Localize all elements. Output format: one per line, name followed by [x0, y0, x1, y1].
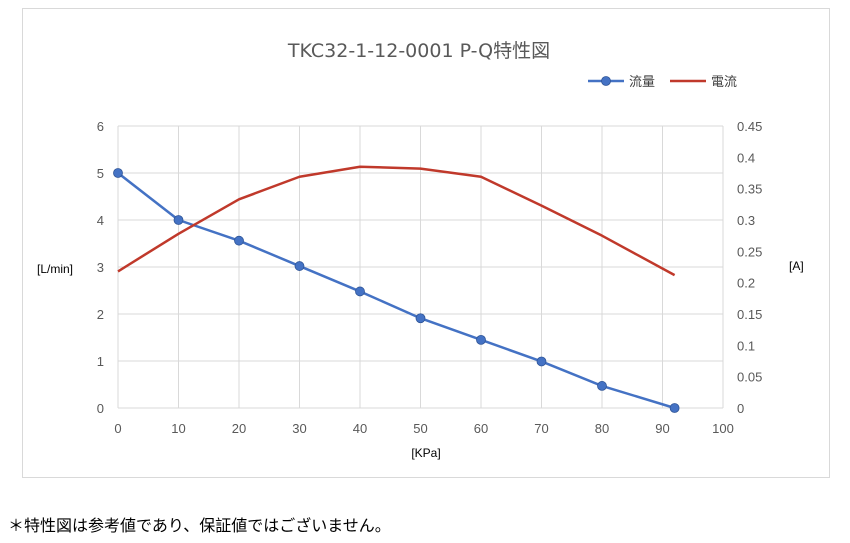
x-tick-label: 90 [655, 421, 669, 436]
y-axis-title: [L/min] [37, 262, 73, 276]
y-tick-label: 5 [97, 166, 104, 181]
x-tick-label: 50 [413, 421, 427, 436]
y2-tick-label: 0.4 [737, 150, 755, 165]
y-tick-label: 0 [97, 401, 104, 416]
chart-frame: TKC32-1-12-0001 P-Q特性図 0 1 2 3 4 5 6 0 10 20 30 40 5… [22, 8, 830, 478]
y2-tick-label: 0 [737, 401, 744, 416]
y2-tick-label: 0.25 [737, 244, 762, 259]
series [113, 165, 680, 413]
x-tick-label: 100 [712, 421, 734, 436]
y2-tick-label: 0.35 [737, 182, 762, 197]
data-point [476, 334, 486, 345]
data-point [355, 286, 365, 297]
y-tick-label: 1 [97, 354, 104, 369]
y2-axis-title: [A] [789, 259, 804, 273]
gridlines [117, 125, 724, 409]
x-tick-label: 10 [171, 421, 185, 436]
y2-tick-label: 0.45 [737, 119, 762, 134]
x-tick-label: 0 [114, 421, 121, 436]
legend: 流量 電流 [588, 75, 737, 90]
y2-tick-label: 0.3 [737, 213, 755, 228]
series-line-1 [117, 172, 675, 410]
y2-tick-label: 0.2 [737, 276, 755, 291]
y-tick-label: 3 [97, 260, 104, 275]
data-point [597, 381, 607, 391]
data-point [415, 313, 426, 324]
y-tick-label: 4 [97, 213, 104, 228]
x-tick-label: 30 [292, 421, 306, 436]
footnote: ＊特性図は参考値であり、保証値ではございません。 [8, 516, 391, 535]
data-point [234, 235, 244, 246]
y2-tick-label: 0.15 [737, 307, 762, 322]
chart-title: TKC32-1-12-0001 P-Q特性図 [287, 40, 550, 62]
x-tick-label: 70 [534, 421, 548, 436]
y2-tick-label: 0.1 [737, 338, 755, 353]
data-point [536, 356, 547, 367]
x-tick-label: 20 [232, 421, 246, 436]
legend-label-1: 流量 [629, 75, 655, 90]
x-axis-title: [KPa] [411, 446, 440, 460]
data-point [113, 168, 123, 178]
legend-label-2: 電流 [711, 75, 737, 90]
y-tick-label: 6 [97, 119, 104, 134]
y2-tick-label: 0.05 [737, 370, 762, 385]
x-tick-label: 80 [595, 421, 609, 436]
data-point [173, 215, 184, 225]
legend-marker [601, 76, 611, 86]
x-tick-label: 40 [353, 421, 367, 436]
series-line-2 [117, 165, 676, 277]
y-tick-label: 2 [97, 307, 104, 322]
data-point [294, 261, 305, 271]
x-tick-label: 60 [474, 421, 488, 436]
data-point [669, 403, 680, 413]
